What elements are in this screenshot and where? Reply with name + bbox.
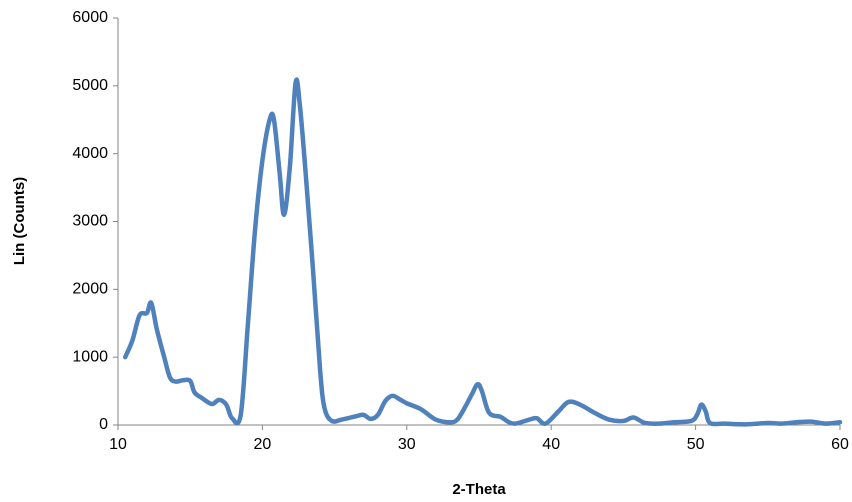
data-line	[122, 77, 843, 427]
y-tick-label: 2000	[72, 281, 108, 298]
y-tick-label: 0	[99, 416, 108, 433]
x-tick-label: 60	[831, 436, 849, 453]
x-axis-title: 2-Theta	[452, 481, 506, 498]
x-tick-label: 20	[254, 436, 272, 453]
x-tick-label: 40	[542, 436, 560, 453]
y-tick-label: 6000	[72, 9, 108, 26]
y-tick-label: 5000	[72, 77, 108, 94]
x-tick-label: 30	[398, 436, 416, 453]
x-tick-label: 10	[109, 436, 127, 453]
y-axis-title: Lin (Counts)	[11, 177, 28, 265]
x-tick-label: 50	[687, 436, 705, 453]
y-tick-label: 4000	[72, 145, 108, 162]
y-tick-label: 3000	[72, 213, 108, 230]
y-tick-label: 1000	[72, 348, 108, 365]
